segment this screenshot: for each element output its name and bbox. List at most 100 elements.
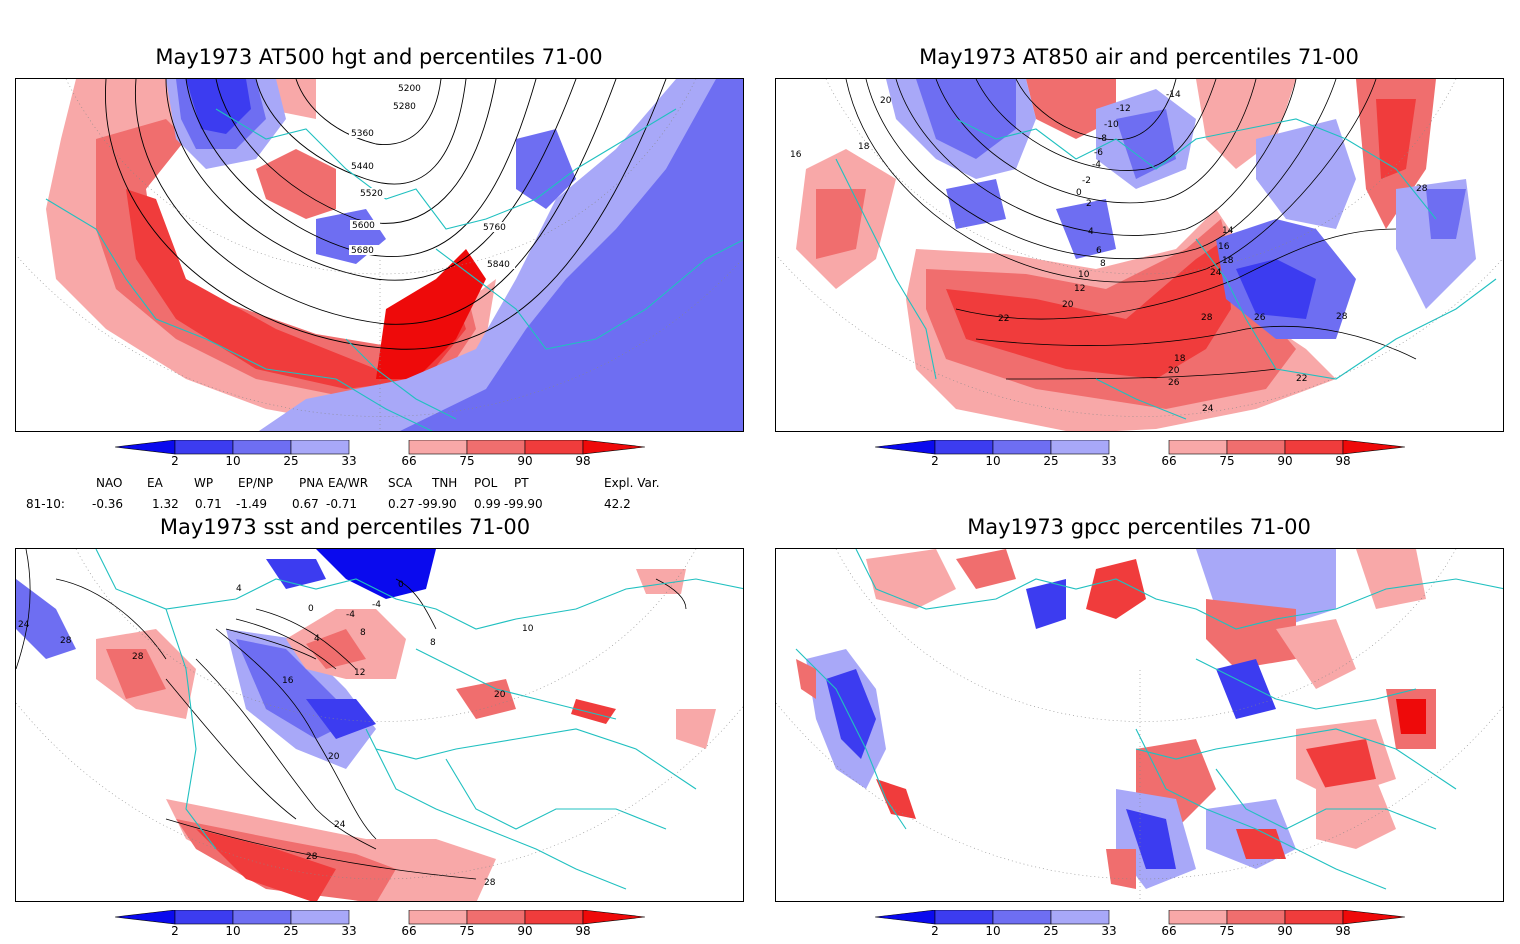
colorbar-tick: 25 bbox=[1043, 454, 1059, 468]
svg-text:2: 2 bbox=[1086, 199, 1092, 209]
index-header: EP/NP bbox=[238, 476, 274, 490]
colorbar-tick: 2 bbox=[931, 454, 939, 468]
map-gpcc-svg bbox=[776, 549, 1503, 901]
percentile-shading bbox=[796, 79, 1476, 431]
svg-text:5840: 5840 bbox=[487, 260, 510, 270]
index-value: 0.67 bbox=[292, 497, 319, 511]
map-panel-sst: 24 28 28 4 0 0 -4 4 8 12 16 20 24 28 28 … bbox=[15, 548, 744, 902]
coastlines bbox=[95, 549, 743, 890]
colorbar-gpcc-svg bbox=[875, 910, 1405, 925]
svg-text:5760: 5760 bbox=[483, 223, 506, 233]
map-sst-svg: 24 28 28 4 0 0 -4 4 8 12 16 20 24 28 28 … bbox=[16, 549, 743, 901]
percentile-shading bbox=[46, 79, 743, 431]
index-header: PT bbox=[514, 476, 529, 490]
panel-3-title: May1973 sst and percentiles 71-00 bbox=[159, 515, 531, 539]
svg-text:8: 8 bbox=[1100, 259, 1106, 269]
svg-text:24: 24 bbox=[334, 820, 346, 830]
svg-text:20: 20 bbox=[328, 752, 340, 762]
colorbar-tick: 66 bbox=[401, 454, 417, 468]
svg-text:5600: 5600 bbox=[352, 221, 375, 231]
index-header: Expl. Var. bbox=[604, 476, 660, 490]
colorbar-gpcc: 2 10 25 33 66 75 90 98 bbox=[875, 910, 1405, 944]
svg-text:12: 12 bbox=[1074, 284, 1085, 294]
colorbar-tick: 90 bbox=[1277, 454, 1293, 468]
svg-text:16: 16 bbox=[790, 150, 802, 160]
colorbar-air850-svg bbox=[875, 440, 1405, 455]
contour-labels: 20 18 16 -14 -12 -10 -8 -6 -4 -2 0 2 4 6… bbox=[790, 90, 1428, 414]
colorbar-tick: 25 bbox=[1043, 924, 1059, 938]
colorbar-tick: 2 bbox=[171, 924, 179, 938]
contour-labels: 5200 5280 5360 5440 5520 5600 5680 5760 … bbox=[349, 83, 515, 270]
svg-text:6: 6 bbox=[1096, 246, 1102, 256]
colorbar-tick: 33 bbox=[341, 924, 357, 938]
svg-text:5520: 5520 bbox=[360, 189, 383, 199]
colorbar-tick: 98 bbox=[575, 454, 591, 468]
colorbar-tick: 66 bbox=[401, 924, 417, 938]
panel-4-title: May1973 gpcc percentiles 71-00 bbox=[967, 515, 1311, 539]
svg-text:12: 12 bbox=[354, 668, 365, 678]
svg-text:5360: 5360 bbox=[351, 129, 374, 139]
graticule bbox=[16, 549, 743, 880]
index-value: -99.90 bbox=[418, 497, 457, 511]
colorbar-sst-svg bbox=[115, 910, 645, 925]
svg-text:20: 20 bbox=[1168, 366, 1180, 376]
svg-text:18: 18 bbox=[1222, 256, 1234, 266]
index-header: POL bbox=[474, 476, 498, 490]
svg-text:28: 28 bbox=[1416, 184, 1428, 194]
svg-text:8: 8 bbox=[430, 638, 436, 648]
svg-text:18: 18 bbox=[858, 142, 870, 152]
index-header: SCA bbox=[388, 476, 413, 490]
svg-text:-8: -8 bbox=[1098, 134, 1107, 144]
colorbar-tick: 75 bbox=[1219, 454, 1235, 468]
svg-text:24: 24 bbox=[1202, 404, 1214, 414]
colorbar-tick: 90 bbox=[1277, 924, 1293, 938]
svg-text:8: 8 bbox=[360, 628, 366, 638]
svg-text:5280: 5280 bbox=[393, 102, 416, 112]
colorbar-tick: 10 bbox=[985, 454, 1001, 468]
colorbar-air850: 2 10 25 33 66 75 90 98 bbox=[875, 440, 1405, 474]
index-value: -99.90 bbox=[504, 497, 543, 511]
index-header: EA bbox=[147, 476, 163, 490]
percentile-shading bbox=[796, 549, 1436, 889]
index-value: 1.32 bbox=[152, 497, 179, 511]
svg-text:28: 28 bbox=[1201, 313, 1213, 323]
svg-text:16: 16 bbox=[1218, 242, 1230, 252]
map-panel-gpcc bbox=[775, 548, 1504, 902]
svg-text:-12: -12 bbox=[1116, 104, 1131, 114]
svg-text:-4: -4 bbox=[346, 610, 355, 620]
svg-text:28: 28 bbox=[306, 852, 318, 862]
graticule bbox=[16, 79, 743, 431]
index-value: 42.2 bbox=[604, 497, 631, 511]
colorbar-tick: 75 bbox=[1219, 924, 1235, 938]
svg-text:10: 10 bbox=[1078, 270, 1090, 280]
percentile-shading bbox=[16, 549, 716, 901]
map-panel-air850: 20 18 16 -14 -12 -10 -8 -6 -4 -2 0 2 4 6… bbox=[775, 78, 1504, 432]
colorbar-tick: 66 bbox=[1161, 924, 1177, 938]
svg-text:-10: -10 bbox=[1104, 120, 1119, 130]
svg-text:28: 28 bbox=[60, 636, 72, 646]
svg-text:4: 4 bbox=[314, 634, 320, 644]
colorbar-tick: 33 bbox=[341, 454, 357, 468]
svg-text:10: 10 bbox=[522, 624, 534, 634]
colorbar-tick: 90 bbox=[517, 454, 533, 468]
colorbar-tick: 10 bbox=[225, 454, 241, 468]
colorbar-tick: 75 bbox=[459, 924, 475, 938]
index-value: -0.71 bbox=[326, 497, 358, 511]
sst-contours bbox=[16, 549, 687, 880]
svg-text:22: 22 bbox=[1296, 374, 1307, 384]
index-value: -0.36 bbox=[92, 497, 124, 511]
svg-text:0: 0 bbox=[398, 580, 404, 590]
svg-text:-14: -14 bbox=[1166, 90, 1181, 100]
svg-text:22: 22 bbox=[998, 314, 1009, 324]
contour-labels: 24 28 28 4 0 0 -4 4 8 12 16 20 24 28 28 … bbox=[18, 580, 534, 888]
colorbar-tick: 25 bbox=[283, 454, 299, 468]
index-value: 0.27 bbox=[388, 497, 415, 511]
svg-text:5680: 5680 bbox=[351, 246, 374, 256]
index-value: -1.49 bbox=[236, 497, 268, 511]
map-panel-hgt500: 5200 5280 5360 5440 5520 5600 5680 5760 … bbox=[15, 78, 744, 432]
colorbar-sst: 2 10 25 33 66 75 90 98 bbox=[115, 910, 645, 944]
colorbar-tick: 25 bbox=[283, 924, 299, 938]
map-air850-svg: 20 18 16 -14 -12 -10 -8 -6 -4 -2 0 2 4 6… bbox=[776, 79, 1503, 431]
svg-text:20: 20 bbox=[880, 96, 892, 106]
svg-text:-6: -6 bbox=[1094, 148, 1103, 158]
